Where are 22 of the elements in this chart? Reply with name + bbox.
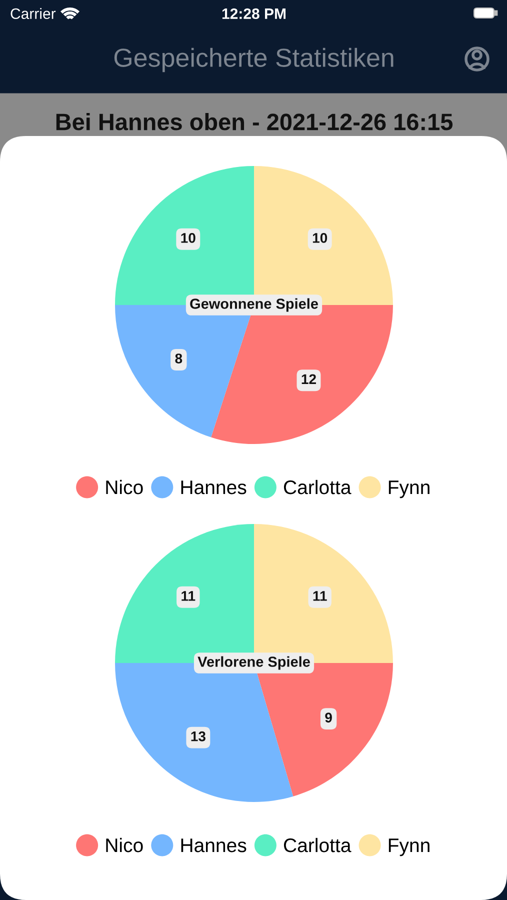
legend-label: Fynn bbox=[388, 838, 430, 856]
legend-label: Carlotta bbox=[284, 838, 352, 852]
text: Gespeicherte Statistiken bbox=[114, 48, 394, 72]
data-label: 10 bbox=[312, 232, 328, 243]
data-label: 8 bbox=[175, 354, 182, 364]
legend-label: Hannes bbox=[181, 838, 246, 852]
data-label: 11 bbox=[313, 591, 327, 601]
data-label: 10 bbox=[181, 232, 196, 243]
text: Bei Hannes oben - 2021-12-26 16:15 bbox=[56, 113, 453, 130]
text: Verlorene Spiele bbox=[198, 656, 310, 670]
data-label: 12 bbox=[302, 374, 316, 384]
data-label: 11 bbox=[182, 591, 196, 601]
data-label: 9 bbox=[325, 712, 332, 723]
legend-label: Hannes bbox=[181, 480, 246, 494]
legend-label: Fynn bbox=[388, 480, 430, 498]
text: Gewonnene Spiele bbox=[190, 298, 318, 312]
text: Carrier bbox=[10, 8, 56, 20]
data-label: 13 bbox=[191, 731, 206, 742]
legend-label: Carlotta bbox=[284, 480, 352, 494]
legend-label: Nico bbox=[106, 480, 143, 494]
text: 12:28 PM bbox=[222, 8, 286, 20]
legend-label: Nico bbox=[106, 838, 143, 852]
